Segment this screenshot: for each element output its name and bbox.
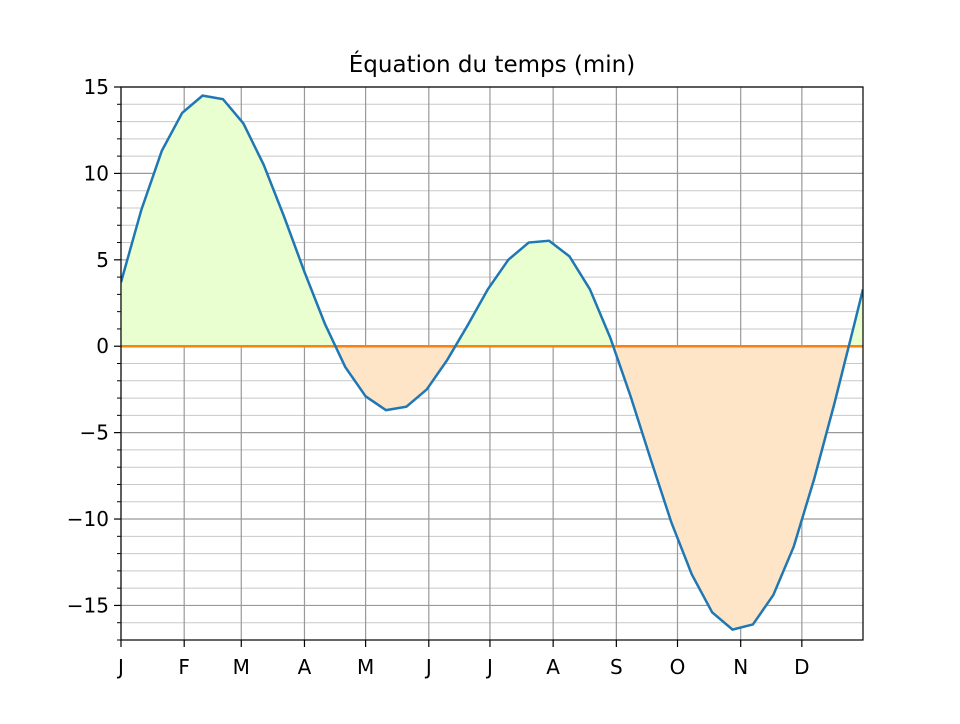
- negative-area: [121, 346, 863, 630]
- x-tick-label: M: [233, 655, 250, 679]
- x-tick-label: F: [178, 655, 190, 679]
- plot-frame: [120, 86, 864, 641]
- x-tick-label: S: [610, 655, 623, 679]
- y-tick-label: 10: [84, 161, 109, 185]
- x-tick-label: D: [794, 655, 809, 679]
- x-tick-label: J: [485, 655, 493, 679]
- chart-title: Équation du temps (min): [349, 50, 635, 78]
- y-tick-label: −15: [67, 593, 109, 617]
- x-tick-label: A: [298, 655, 312, 679]
- x-tick-label: J: [116, 655, 124, 679]
- y-tick-label: −5: [80, 421, 109, 445]
- x-tick-label: O: [670, 655, 686, 679]
- x-tick-label: N: [733, 655, 748, 679]
- x-tick-label: A: [546, 655, 560, 679]
- y-tick-label: −10: [67, 507, 109, 531]
- y-tick-label: 0: [96, 334, 109, 358]
- y-tick-label: 15: [84, 75, 109, 99]
- positive-area: [121, 95, 863, 347]
- y-tick-label: 5: [96, 248, 109, 272]
- x-tick-label: J: [424, 655, 432, 679]
- line: [121, 94, 863, 632]
- x-tick-label: M: [357, 655, 374, 679]
